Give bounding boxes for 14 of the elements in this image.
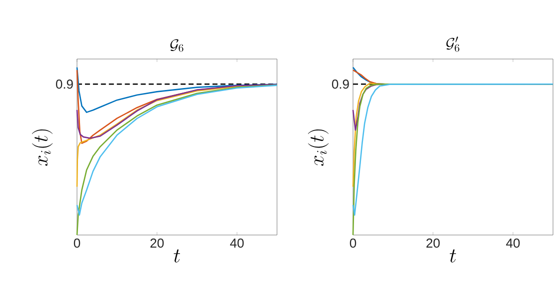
chart-title: $\mathcal{G}_6$ [170, 39, 184, 52]
ref-line-label: 0.9 [332, 80, 349, 89]
x-tick-label: 20 [426, 238, 440, 248]
x-tick-label: 40 [230, 238, 244, 248]
x-axis-title: $t$ [450, 249, 456, 262]
x-tick-label: 20 [150, 238, 164, 248]
x-tick-label: 0 [350, 238, 356, 248]
chart-title: $\mathcal{G}_6'$ [446, 36, 460, 52]
x-axis-title: $t$ [174, 249, 180, 262]
y-axis-title: $x_i(t)$ [308, 130, 329, 166]
y-axis-title: $x_i(t)$ [32, 130, 53, 166]
x-tick-label: 40 [506, 238, 520, 248]
x-tick-label: 0 [74, 238, 80, 248]
ref-line-label: 0.9 [56, 80, 73, 89]
